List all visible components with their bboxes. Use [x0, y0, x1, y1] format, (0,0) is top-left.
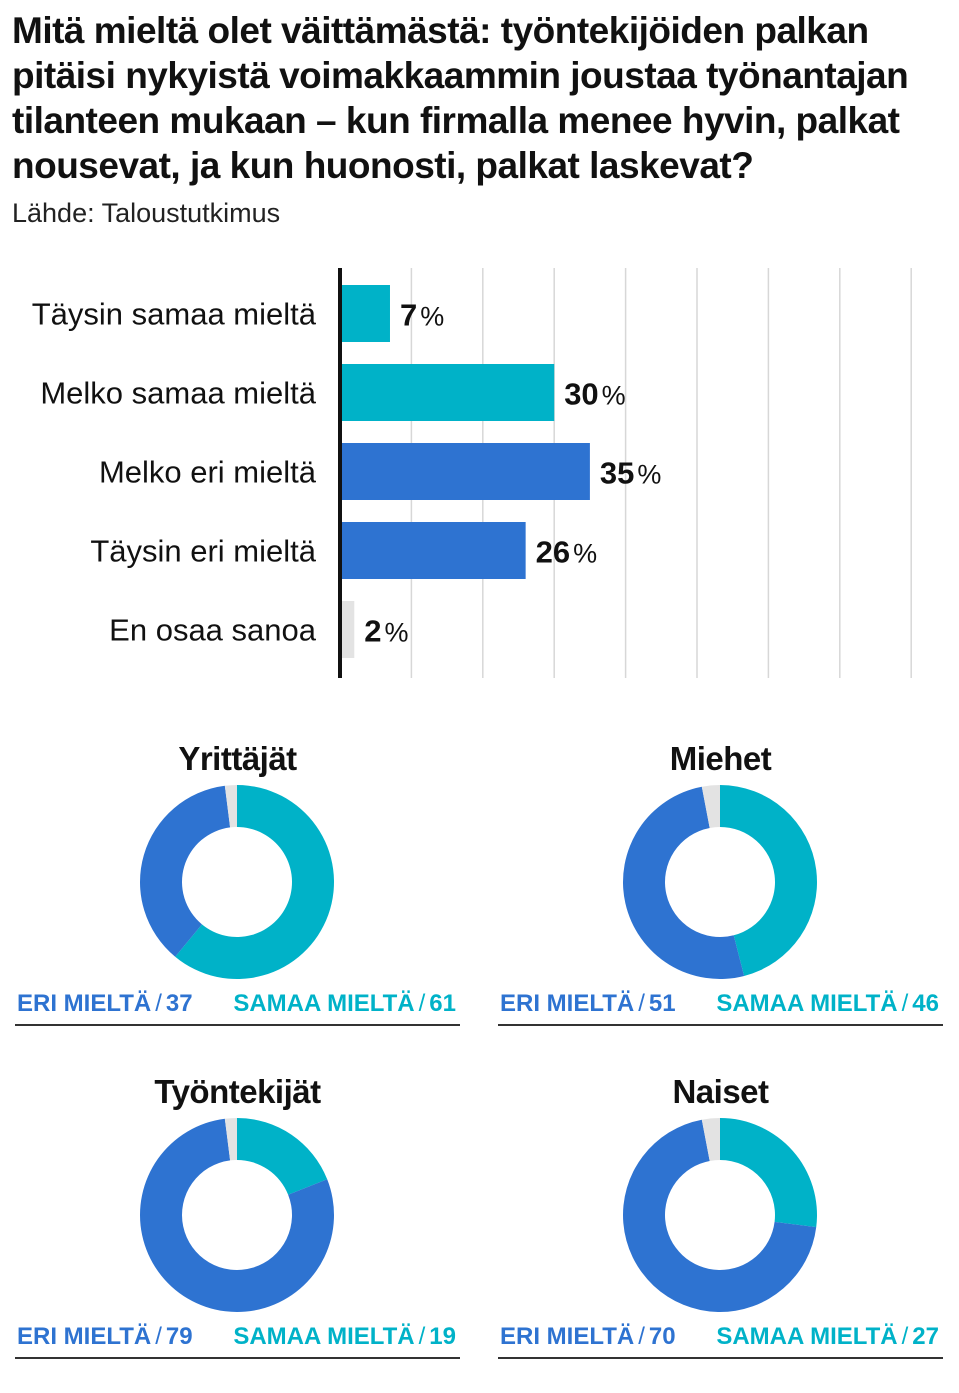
donut-slice-neutral: [224, 1118, 237, 1161]
legend-disagree-label: ERI MIELTÄ: [17, 1323, 152, 1350]
legend-disagree: ERI MIELTÄ/79: [17, 1323, 193, 1350]
donut-slice-disagree: [139, 1118, 334, 1312]
legend-disagree-value: 70: [648, 1323, 676, 1350]
legend-agree-value: 19: [429, 1323, 456, 1350]
bar-value-label: 2%: [364, 614, 408, 649]
legend-disagree: ERI MIELTÄ/51: [500, 990, 676, 1017]
legend-disagree-value: 51: [648, 990, 676, 1017]
legend-agree-label: SAMAA MIELTÄ: [716, 1323, 898, 1350]
bar: [340, 443, 590, 500]
legend-disagree: ERI MIELTÄ/70: [500, 1323, 676, 1350]
legend-disagree-value: 37: [165, 990, 193, 1017]
legend-disagree: ERI MIELTÄ/37: [17, 990, 193, 1017]
donut-slice-agree: [720, 1118, 817, 1228]
bar: [340, 522, 526, 579]
donut-tyontekijat: Työntekijät ERI MIELTÄ/79 SAMAA MIELTÄ/1…: [15, 1073, 460, 1393]
chart-title: Mitä mieltä olet väittämästä: työntekijö…: [12, 10, 909, 186]
donut-slice-disagree: [140, 785, 231, 957]
legend-agree-value: 46: [912, 990, 939, 1017]
donut-chart: [140, 785, 334, 979]
donut-miehet: Miehet ERI MIELTÄ/51 SAMAA MIELTÄ/46: [498, 740, 943, 1060]
bar: [340, 285, 390, 342]
legend-agree-label: SAMAA MIELTÄ: [233, 990, 415, 1017]
donut-naiset: Naiset ERI MIELTÄ/70 SAMAA MIELTÄ/27: [498, 1073, 943, 1393]
legend-agree-value: 27: [912, 1323, 939, 1350]
legend-agree-value: 61: [429, 990, 456, 1017]
donut-slice-agree: [175, 785, 334, 979]
legend-agree: SAMAA MIELTÄ/46: [716, 990, 939, 1017]
donut-title: Työntekijät: [154, 1073, 321, 1110]
bar-value-label: 7%: [400, 298, 444, 333]
donut-slice-disagree: [622, 786, 745, 979]
donut-yrittajat: Yrittäjät ERI MIELTÄ/37 SAMAA MIELTÄ/61: [15, 740, 460, 1060]
donut-slice-neutral: [701, 785, 720, 828]
bar: [340, 601, 355, 658]
bar: [340, 364, 555, 421]
donut-legend: ERI MIELTÄ/37 SAMAA MIELTÄ/61: [15, 988, 460, 1026]
donut-slice-neutral: [701, 1118, 720, 1161]
donut-chart: [622, 785, 817, 979]
bar-category-label: En osaa sanoa: [109, 613, 317, 648]
bar-value-label: 35%: [600, 456, 662, 491]
donut-slice-neutral: [224, 785, 237, 828]
legend-disagree-label: ERI MIELTÄ: [500, 1323, 635, 1350]
donut-legend: ERI MIELTÄ/51 SAMAA MIELTÄ/46: [498, 988, 943, 1026]
bar-category-label: Täysin eri mieltä: [90, 534, 316, 569]
bar-value-label: 30%: [564, 377, 626, 412]
legend-agree-label: SAMAA MIELTÄ: [716, 990, 898, 1017]
bar-chart: Täysin samaa mieltä 7 % Melko samaa mieltä 3…: [32, 268, 912, 678]
donut-slice-agree: [720, 785, 817, 976]
bar-category-label: Melko samaa mieltä: [40, 376, 316, 411]
legend-agree-label: SAMAA MIELTÄ: [233, 1323, 415, 1350]
bar-category-label: Melko eri mieltä: [99, 455, 317, 490]
donut-chart: [139, 1118, 334, 1312]
donut-slice-disagree: [623, 1119, 817, 1312]
legend-disagree-label: ERI MIELTÄ: [500, 990, 635, 1017]
donut-title: Yrittäjät: [178, 740, 297, 777]
legend-agree: SAMAA MIELTÄ/19: [233, 1323, 456, 1350]
bar-category-label: Täysin samaa mieltä: [32, 297, 317, 332]
legend-agree: SAMAA MIELTÄ/27: [716, 1323, 939, 1350]
bar-value-label: 26%: [536, 535, 598, 570]
legend-agree: SAMAA MIELTÄ/61: [233, 990, 456, 1017]
donut-legend: ERI MIELTÄ/79 SAMAA MIELTÄ/19: [15, 1321, 460, 1359]
source-note: Lähde: Taloustutkimus: [12, 198, 281, 228]
donut-title: Naiset: [672, 1073, 769, 1110]
legend-disagree-value: 79: [165, 1323, 193, 1350]
donut-title: Miehet: [669, 740, 772, 777]
donut-legend: ERI MIELTÄ/70 SAMAA MIELTÄ/27: [498, 1321, 943, 1359]
donut-chart: [623, 1118, 817, 1312]
donut-slice-agree: [237, 1118, 328, 1195]
legend-disagree-label: ERI MIELTÄ: [17, 990, 152, 1017]
